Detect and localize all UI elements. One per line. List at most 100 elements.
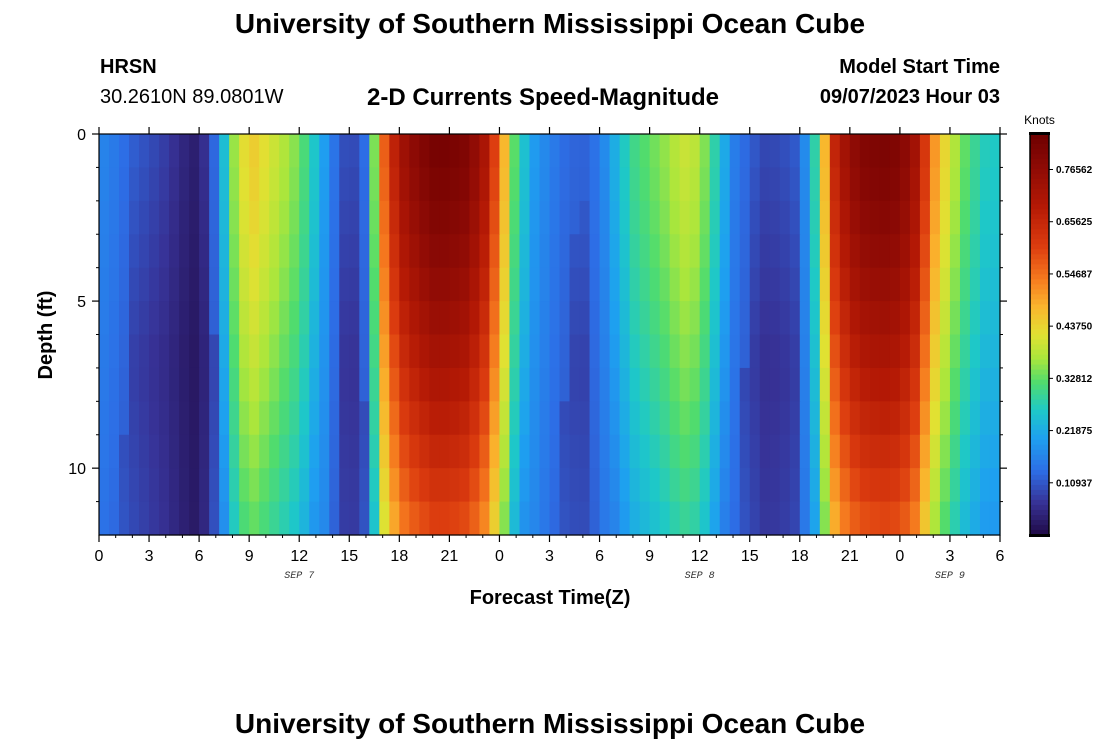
heatmap-cell (539, 267, 551, 302)
heatmap-cell (339, 501, 350, 536)
heatmap-cell (559, 234, 571, 269)
heatmap-cell (549, 434, 561, 469)
heatmap-cell (229, 301, 240, 336)
colorbar-swatch (1030, 234, 1049, 240)
heatmap-cell (249, 167, 260, 202)
heatmap-cell (119, 200, 130, 235)
heatmap-cell (699, 367, 711, 402)
heatmap-cell (619, 401, 631, 436)
heatmap-cell (209, 267, 220, 302)
heatmap-cell (229, 267, 240, 302)
colorbar-swatch (1030, 159, 1049, 165)
heatmap-cell (459, 267, 471, 302)
heatmap-cell (779, 267, 791, 302)
heatmap-cell (719, 501, 731, 536)
heatmap-cell (229, 401, 240, 436)
heatmap-cell (669, 267, 681, 302)
heatmap-cell (119, 367, 130, 402)
x-tick-label: 12 (691, 548, 709, 565)
colorbar-swatch (1030, 314, 1049, 320)
heatmap-cell (599, 367, 611, 402)
heatmap-cell (439, 501, 450, 536)
heatmap-cell (569, 234, 581, 269)
heatmap-cell (529, 434, 541, 469)
heatmap-cell (109, 434, 120, 469)
heatmap-cell (569, 367, 581, 402)
heatmap-cell (589, 434, 601, 469)
heatmap-cell (689, 134, 701, 169)
heatmap-cell (609, 301, 621, 336)
heatmap-cell (189, 367, 200, 402)
heatmap-cell (499, 301, 511, 336)
heatmap-cell (459, 434, 471, 469)
heatmap-cell (849, 468, 861, 503)
heatmap-cell (749, 134, 761, 169)
heatmap-cell (389, 434, 400, 469)
heatmap-cell (429, 267, 440, 302)
heatmap-cell (429, 301, 440, 336)
heatmap-cell (109, 501, 120, 536)
heatmap-cell (239, 167, 250, 202)
heatmap-cell (539, 200, 551, 235)
heatmap-cell (99, 200, 110, 235)
heatmap-cell (99, 301, 110, 336)
heatmap-cell (589, 468, 601, 503)
heatmap-cell (529, 267, 541, 302)
heatmap-cell (779, 134, 791, 169)
heatmap-cell (359, 267, 370, 302)
heatmap-cell (709, 468, 721, 503)
heatmap-cell (569, 267, 581, 302)
heatmap-cell (159, 334, 170, 369)
heatmap-cell (859, 200, 871, 235)
heatmap-cell (109, 200, 120, 235)
heatmap-cell (149, 334, 160, 369)
heatmap-cell (239, 501, 250, 536)
heatmap-cell (169, 267, 180, 302)
heatmap-cell (309, 401, 320, 436)
heatmap-cell (629, 501, 641, 536)
heatmap-cell (309, 501, 320, 536)
heatmap-cell (109, 134, 120, 169)
heatmap-cell (339, 134, 350, 169)
heatmap-cell (429, 134, 440, 169)
heatmap-cell (359, 234, 370, 269)
heatmap-cell (309, 301, 320, 336)
heatmap-cell (159, 134, 170, 169)
heatmap-cell (589, 167, 601, 202)
heatmap-cell (489, 267, 501, 302)
heatmap-cell (799, 367, 811, 402)
heatmap-cell (719, 234, 731, 269)
heatmap-cell (189, 267, 200, 302)
heatmap-cell (509, 167, 521, 202)
heatmap-cell (209, 200, 220, 235)
heatmap-cell (479, 267, 491, 302)
colorbar-swatch (1030, 509, 1049, 516)
heatmap-cell (419, 334, 430, 369)
heatmap-cell (229, 200, 240, 235)
heatmap-cell (709, 134, 721, 169)
heatmap-cell (219, 234, 230, 269)
heatmap-cell (669, 234, 681, 269)
heatmap-cell (509, 468, 521, 503)
heatmap-cell (789, 367, 801, 402)
chart-subtitle: 2-D Currents Speed-Magnitude (367, 84, 720, 111)
heatmap-cell (619, 367, 631, 402)
colorbar-swatch (1030, 204, 1049, 210)
heatmap-cell (819, 234, 831, 269)
heatmap-cell (219, 367, 230, 402)
heatmap-cell (499, 434, 511, 469)
heatmap-cell (609, 234, 621, 269)
heatmap-cell (849, 200, 861, 235)
heatmap-cell (199, 434, 210, 469)
heatmap-cell (359, 334, 370, 369)
heatmap-cell (489, 134, 501, 169)
heatmap-cell (99, 234, 110, 269)
heatmap-cell (629, 468, 641, 503)
heatmap-cell (299, 167, 310, 202)
heatmap-cell (909, 334, 921, 369)
heatmap-cell (779, 200, 791, 235)
heatmap-cell (639, 301, 651, 336)
colorbar-swatch (1030, 134, 1049, 140)
heatmap-cell (749, 301, 761, 336)
heatmap-cell (699, 267, 711, 302)
